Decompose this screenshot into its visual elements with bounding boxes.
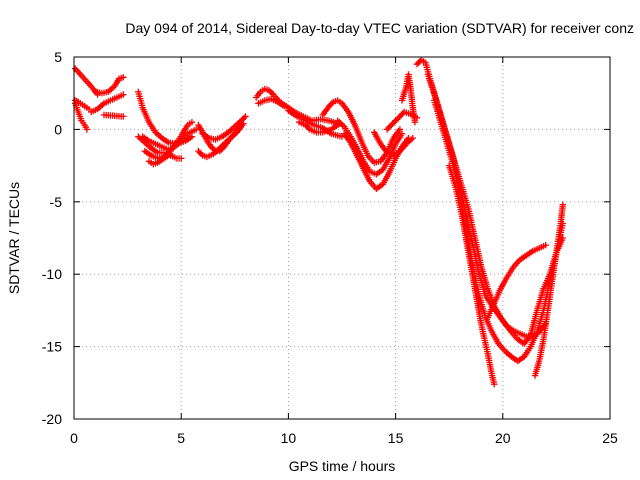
series-track — [88, 91, 127, 116]
y-axis: 5 0 -5 -10 -15 -20 — [42, 49, 610, 427]
x-tick-label: 15 — [388, 430, 404, 446]
series-track — [92, 74, 127, 97]
plot-frame — [73, 56, 611, 420]
data-points — [71, 56, 566, 388]
series-track — [135, 88, 196, 148]
data-point — [219, 142, 226, 149]
data-point — [491, 381, 498, 388]
series-track — [371, 129, 416, 159]
y-tick-label: 0 — [54, 121, 62, 137]
data-point — [305, 124, 312, 132]
y-tick-label: -20 — [42, 411, 62, 427]
data-point — [398, 111, 405, 119]
data-point — [395, 114, 402, 121]
series-track — [531, 201, 566, 379]
y-tick-label: -15 — [42, 339, 62, 355]
series-track — [340, 130, 412, 192]
data-point — [413, 61, 421, 68]
data-point — [559, 234, 566, 242]
data-point — [268, 90, 276, 97]
series-track — [195, 120, 247, 161]
series-track — [398, 71, 419, 126]
data-point — [396, 126, 404, 133]
series-track — [253, 85, 290, 110]
x-axis-label: GPS time / hours — [289, 458, 396, 474]
data-point — [392, 117, 399, 124]
series-track — [100, 111, 127, 120]
data-point — [242, 113, 249, 120]
data-point — [196, 149, 203, 156]
data-point — [398, 130, 406, 137]
y-tick-label: -10 — [42, 266, 62, 282]
grid — [74, 57, 610, 419]
data-point — [383, 126, 391, 133]
x-axis: 0 5 10 15 20 25 — [70, 57, 618, 446]
data-point — [83, 126, 91, 133]
y-tick-label: -5 — [50, 194, 63, 210]
series-track — [71, 65, 101, 98]
data-point — [167, 150, 174, 158]
data-point — [120, 113, 127, 120]
data-point — [411, 119, 419, 126]
x-tick-label: 25 — [602, 430, 618, 446]
data-point — [178, 155, 185, 162]
chart-title: Day 094 of 2014, Sidereal Day-to-day VTE… — [125, 20, 634, 36]
data-point — [328, 100, 336, 107]
data-point — [386, 123, 394, 130]
x-tick-label: 5 — [177, 430, 185, 446]
series-track — [484, 242, 549, 321]
y-axis-label: SDTVAR / TECUs — [6, 182, 22, 294]
data-point — [240, 120, 247, 127]
series-track — [285, 107, 346, 140]
data-point — [240, 114, 248, 121]
data-point — [208, 143, 215, 150]
series-track — [446, 162, 498, 388]
series-track — [145, 150, 174, 168]
x-tick-label: 10 — [281, 430, 297, 446]
data-point — [120, 74, 127, 81]
series-track — [334, 117, 406, 178]
data-point — [216, 145, 223, 152]
x-tick-label: 0 — [70, 430, 78, 446]
data-point — [559, 201, 566, 208]
series-track — [141, 119, 196, 162]
data-point — [188, 119, 196, 126]
y-tick-label: 5 — [54, 49, 62, 65]
data-point — [302, 121, 309, 129]
series-track — [255, 95, 288, 110]
x-tick-label: 20 — [495, 430, 511, 446]
data-point — [409, 134, 416, 142]
data-point — [542, 242, 549, 249]
series-track — [199, 113, 249, 143]
data-point — [120, 91, 127, 98]
series-track — [319, 97, 404, 166]
